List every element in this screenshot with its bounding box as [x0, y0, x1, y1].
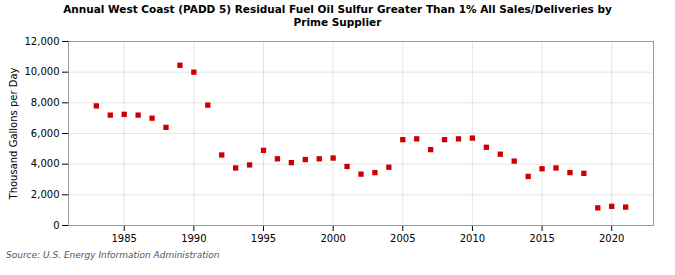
svg-text:2020: 2020	[599, 233, 624, 244]
svg-text:2000: 2000	[320, 233, 345, 244]
svg-text:12,000: 12,000	[25, 36, 60, 47]
svg-text:2015: 2015	[529, 233, 554, 244]
svg-text:8,000: 8,000	[31, 97, 60, 108]
svg-text:Thousand Gallons per Day: Thousand Gallons per Day	[8, 68, 19, 201]
svg-text:1995: 1995	[251, 233, 276, 244]
svg-text:2005: 2005	[390, 233, 415, 244]
svg-text:10,000: 10,000	[25, 67, 60, 78]
html-text:Annual West Coast (PADD 5) Res: Annual West Coast (PADD 5) Residual Fuel…	[63, 3, 612, 29]
svg-text:1990: 1990	[181, 233, 206, 244]
svg-text:4,000: 4,000	[31, 159, 60, 170]
svg-text:0: 0	[53, 220, 59, 231]
svg-text:1985: 1985	[111, 233, 136, 244]
html-text:Source: U.S. Energy Informatio: Source: U.S. Energy Information Administ…	[6, 250, 220, 261]
svg-text:6,000: 6,000	[31, 128, 60, 139]
svg-text:2010: 2010	[460, 233, 485, 244]
svg-text:2,000: 2,000	[31, 189, 60, 200]
